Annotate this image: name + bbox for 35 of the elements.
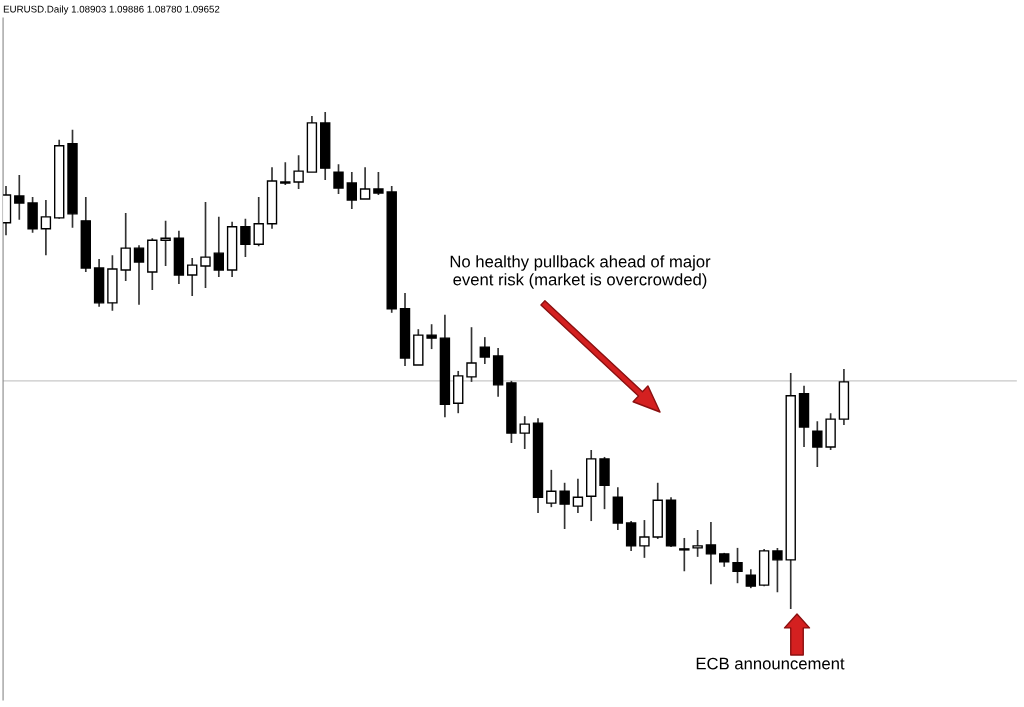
text: ECB announcement	[696, 657, 845, 670]
candlestick	[546, 469, 557, 508]
candlestick	[120, 212, 131, 282]
candlestick	[466, 326, 477, 383]
candlestick	[692, 529, 703, 558]
candlestick	[253, 196, 264, 248]
candlestick	[679, 537, 690, 573]
annotation: No healthy pullback ahead of major event risk (market is overcrowded)	[450, 255, 711, 289]
candlestick	[559, 481, 570, 530]
candlestick	[572, 477, 584, 514]
candlestick	[639, 519, 650, 559]
candlestick	[240, 218, 251, 258]
candlestick	[519, 415, 530, 450]
candlestick	[133, 244, 145, 306]
candlestick	[200, 201, 211, 289]
candlestick	[426, 323, 437, 350]
candlestick	[333, 163, 344, 195]
candlestick	[280, 161, 291, 186]
candlestick	[373, 171, 384, 196]
candlestick	[812, 420, 823, 468]
candlestick	[186, 257, 198, 297]
candlestick	[479, 336, 491, 365]
candlestick	[14, 174, 25, 221]
candlestick	[625, 520, 637, 552]
candlestick	[359, 166, 371, 200]
candlestick	[346, 171, 358, 210]
candlestick	[772, 547, 783, 593]
candlestick	[160, 219, 171, 267]
candlestick	[745, 568, 757, 589]
candlestick	[40, 199, 52, 256]
candlestick	[705, 521, 717, 586]
chart-title: EURUSD.Daily 1.08903 1.09886 1.08780 1.09652	[3, 5, 220, 15]
candlestick	[293, 154, 304, 190]
candlestick	[213, 216, 225, 278]
candlestick	[732, 547, 743, 585]
